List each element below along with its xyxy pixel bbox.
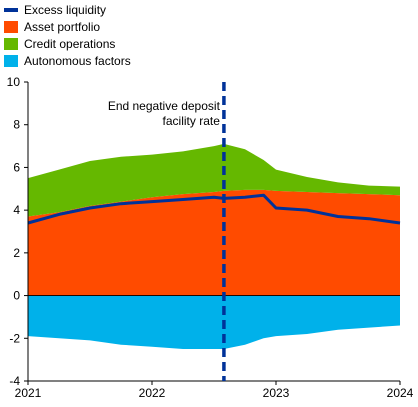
axes-layer: -4 -2 0 2 4 6 8 10 2021 2022 2023 2024: [7, 75, 414, 400]
legend-label-asset-portfolio: Asset portfolio: [24, 20, 100, 34]
annotation-label-line1: End negative deposit: [108, 99, 221, 113]
y-tick-label: 0: [13, 289, 20, 303]
legend-label-credit-operations: Credit operations: [24, 37, 115, 51]
legend-swatch-credit-operations: [4, 38, 18, 50]
legend: Excess liquidity Asset portfolio Credit op…: [4, 3, 131, 68]
y-tick-label: 8: [13, 118, 20, 132]
area-credit-operations: [28, 143, 400, 217]
legend-label-autonomous-factors: Autonomous factors: [24, 54, 131, 68]
x-tick-label: 2022: [139, 386, 166, 400]
y-tick-label: 4: [13, 203, 20, 217]
x-tick-label: 2024: [387, 386, 414, 400]
y-tick-label: -4: [9, 374, 20, 388]
y-tick-label: 10: [7, 75, 21, 89]
legend-swatch-asset-portfolio: [4, 21, 18, 33]
y-tick-label: 6: [13, 160, 20, 174]
area-layer: [28, 143, 400, 349]
legend-label-excess-liquidity: Excess liquidity: [24, 3, 106, 17]
y-tick-label: -2: [9, 331, 20, 345]
area-autonomous-factors: [28, 295, 400, 349]
annotation-label-line2: facility rate: [163, 114, 221, 128]
legend-swatch-autonomous-factors: [4, 55, 18, 67]
area-asset-portfolio: [28, 189, 400, 296]
y-tick-label: 2: [13, 246, 20, 260]
x-tick-label: 2021: [15, 386, 42, 400]
x-tick-label: 2023: [263, 386, 290, 400]
